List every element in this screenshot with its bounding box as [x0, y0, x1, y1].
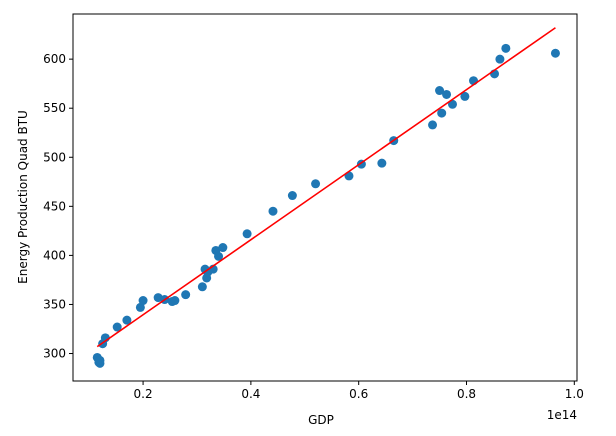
y-tick-label: 600 [43, 52, 66, 66]
data-point [138, 296, 148, 306]
data-points [92, 43, 560, 368]
x-axis-label: GDP [308, 413, 334, 427]
data-point [495, 54, 505, 64]
fit-line [96, 27, 556, 348]
x-axis: 0.2 0.4 0.6 0.8 1.0 [134, 381, 584, 401]
data-point [170, 296, 180, 306]
data-point [550, 48, 560, 58]
data-point [135, 302, 145, 312]
y-tick-label: 450 [43, 199, 66, 213]
x-tick-label: 0.6 [349, 387, 368, 401]
data-point [437, 108, 447, 118]
data-point [460, 91, 470, 101]
data-point [242, 229, 252, 239]
data-point [112, 322, 122, 332]
x-tick-label: 0.8 [457, 387, 476, 401]
data-point [268, 206, 278, 216]
data-point [181, 290, 191, 300]
y-tick-label: 300 [43, 347, 66, 361]
plot-area [72, 13, 578, 382]
y-tick-label: 550 [43, 101, 66, 115]
y-tick-label: 350 [43, 297, 66, 311]
data-point [501, 43, 511, 53]
data-point [311, 179, 321, 189]
x-tick-label: 0.4 [241, 387, 260, 401]
y-axis: 300 350 400 450 500 550 600 [43, 52, 73, 361]
data-point [122, 315, 132, 325]
y-axis-label: Energy Production Quad BTU [16, 110, 30, 284]
x-tick-label: 1.0 [565, 387, 584, 401]
x-tick-label: 0.2 [134, 387, 153, 401]
data-point [377, 158, 387, 168]
data-point [435, 86, 445, 96]
data-point [447, 99, 457, 109]
y-tick-label: 500 [43, 150, 66, 164]
data-point [214, 251, 224, 261]
x-axis-offset-label: 1e14 [547, 408, 577, 422]
y-tick-label: 400 [43, 248, 66, 262]
data-point [428, 120, 438, 130]
data-point [442, 89, 452, 99]
fit-line-group [96, 27, 556, 348]
data-point [287, 191, 297, 201]
data-point [218, 243, 228, 253]
data-point [95, 355, 105, 365]
data-point [197, 282, 207, 292]
